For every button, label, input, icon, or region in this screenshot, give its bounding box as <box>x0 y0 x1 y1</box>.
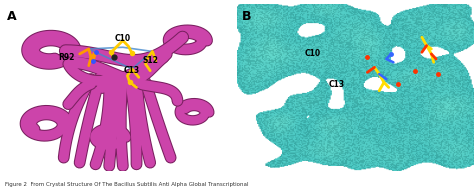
Text: C13: C13 <box>328 80 345 89</box>
Text: C10: C10 <box>305 49 321 59</box>
Text: Figure 2  From Crystal Structure Of The Bacillus Subtilis Anti Alpha Global Tran: Figure 2 From Crystal Structure Of The B… <box>5 182 248 187</box>
Text: C13: C13 <box>124 66 140 75</box>
Text: C10: C10 <box>115 34 131 43</box>
Text: A: A <box>7 10 17 24</box>
Text: S12: S12 <box>142 56 158 65</box>
Text: R92: R92 <box>58 53 74 62</box>
Text: B: B <box>242 10 251 24</box>
